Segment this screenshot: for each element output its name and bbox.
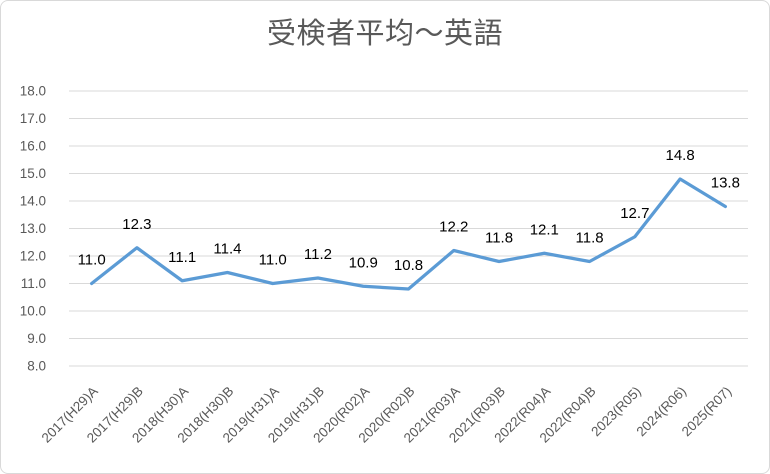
y-axis-tick-label: 13.0: [20, 221, 46, 236]
y-axis-tick-label: 17.0: [20, 111, 46, 126]
data-point-label: 14.8: [665, 147, 694, 164]
data-point-label: 10.9: [349, 254, 378, 271]
y-axis-tick-label: 8.0: [27, 359, 46, 374]
data-point-label: 12.3: [122, 216, 151, 233]
data-point-label: 11.2: [304, 246, 332, 263]
y-axis-tick-label: 9.0: [27, 331, 46, 346]
data-point-label: 11.0: [259, 252, 287, 269]
chart-title: 受検者平均〜英語: [266, 18, 503, 50]
y-axis-tick-label: 12.0: [20, 249, 46, 264]
y-axis-tick-label: 11.0: [21, 276, 46, 291]
data-point-label: 11.8: [485, 230, 513, 247]
y-axis-tick-label: 18.0: [20, 84, 46, 99]
y-axis-tick-label: 10.0: [20, 304, 46, 319]
data-point-label: 11.0: [78, 252, 106, 269]
data-series-line: [90, 177, 727, 291]
data-point-label: 12.2: [439, 219, 468, 236]
data-point-label: 12.7: [620, 205, 649, 222]
y-axis-tick-label: 16.0: [20, 139, 46, 154]
data-point-label: 11.8: [576, 230, 604, 247]
y-axis-tick-label: 15.0: [20, 166, 46, 181]
x-axis-category-label: 2025(R07): [679, 384, 735, 440]
y-axis-tick-label: 14.0: [20, 194, 46, 209]
data-point-label: 13.8: [711, 175, 740, 192]
data-point-label: 12.1: [530, 221, 559, 238]
data-point-label: 11.1: [168, 249, 196, 266]
data-point-label: 10.8: [394, 257, 423, 274]
data-point-label: 11.4: [213, 241, 241, 258]
